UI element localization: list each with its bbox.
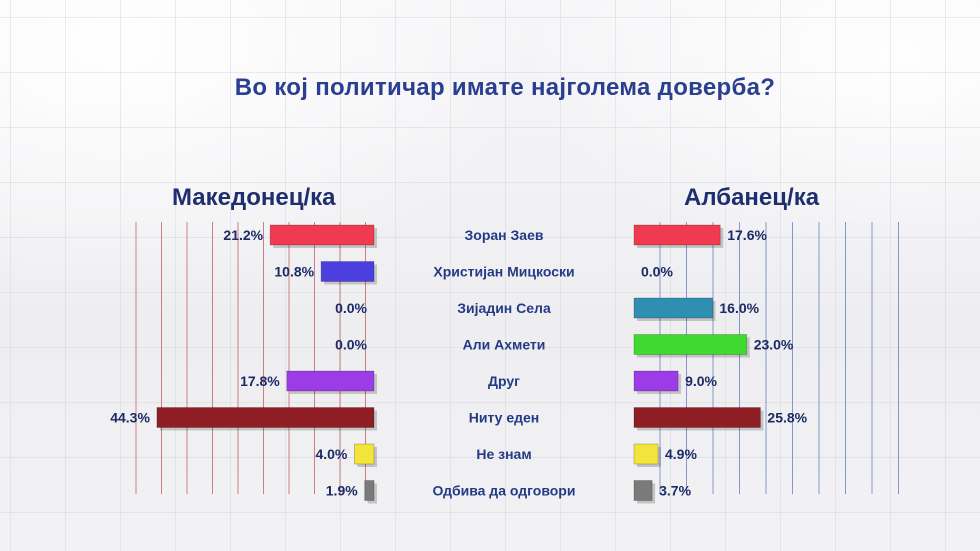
- bar-macedonian: [353, 443, 375, 465]
- category-label: Зоран Заев: [465, 227, 544, 243]
- bar-albanian: [633, 370, 679, 392]
- value-label-albanian: 25.8%: [767, 410, 807, 426]
- category-label: Не знам: [476, 446, 531, 462]
- bar-albanian: [633, 443, 659, 465]
- bar-albanian: [633, 407, 761, 428]
- category-label: Друг: [488, 373, 520, 389]
- bar-albanian: [633, 224, 721, 246]
- value-label-macedonian: 4.0%: [315, 446, 347, 462]
- value-label-macedonian: 0.0%: [335, 337, 367, 353]
- bar-macedonian: [320, 261, 375, 282]
- value-label-albanian: 0.0%: [641, 264, 673, 280]
- category-label: Зијадин Села: [457, 300, 551, 316]
- bar-macedonian: [269, 224, 375, 246]
- bar-albanian: [633, 334, 748, 355]
- bar-albanian: [633, 297, 713, 319]
- bar-macedonian: [156, 407, 375, 428]
- value-label-macedonian: 0.0%: [335, 300, 367, 316]
- value-label-macedonian: 44.3%: [110, 410, 150, 426]
- series-label-albanian: Албанец/ка: [684, 184, 820, 211]
- chart-title: Во кој политичар имате најголема доверба…: [234, 74, 776, 101]
- bar-macedonian: [286, 370, 375, 392]
- category-label: Ниту еден: [469, 410, 540, 426]
- value-label-albanian: 3.7%: [659, 483, 691, 499]
- bar-macedonian: [364, 480, 375, 501]
- category-label: Христијан Мицкоски: [433, 264, 574, 280]
- value-label-macedonian: 17.8%: [240, 373, 280, 389]
- value-label-albanian: 17.6%: [727, 227, 767, 243]
- value-label-albanian: 9.0%: [685, 373, 717, 389]
- category-label: Али Ахмети: [463, 337, 546, 353]
- value-label-macedonian: 10.8%: [274, 264, 314, 280]
- bar-albanian: [633, 480, 653, 501]
- value-label-albanian: 23.0%: [754, 337, 794, 353]
- value-label-albanian: 4.9%: [665, 446, 697, 462]
- value-label-albanian: 16.0%: [719, 300, 759, 316]
- series-label-macedonian: Македонец/ка: [172, 184, 336, 211]
- value-label-macedonian: 1.9%: [326, 483, 358, 499]
- category-label: Одбива да одговори: [433, 483, 576, 499]
- value-label-macedonian: 21.2%: [223, 227, 263, 243]
